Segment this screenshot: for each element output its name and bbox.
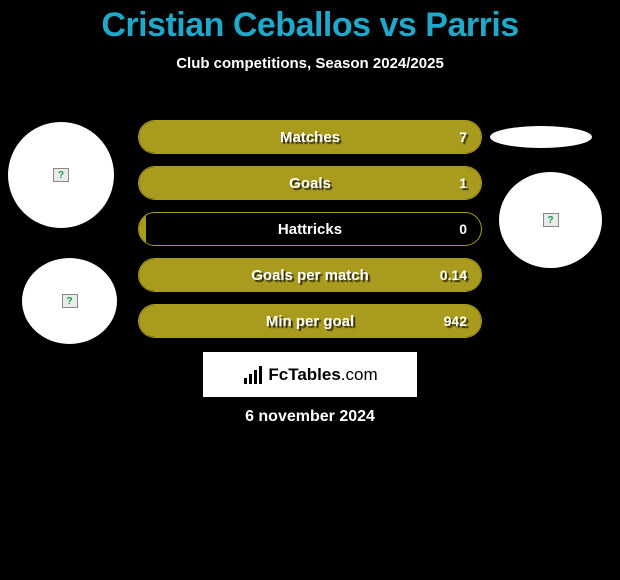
stat-value: 0.14 [440,267,467,283]
stat-value: 7 [459,129,467,145]
stat-value: 0 [459,221,467,237]
stat-value: 1 [459,175,467,191]
stat-label: Hattricks [139,221,481,238]
stat-row: Goals per match0.14 [138,258,482,292]
page-title: Cristian Ceballos vs Parris [0,0,620,45]
stat-value: 942 [444,313,467,329]
stat-row: Matches7 [138,120,482,154]
stat-row: Min per goal942 [138,304,482,338]
subtitle: Club competitions, Season 2024/2025 [0,55,620,72]
avatar-left-bottom [22,258,117,344]
brand-badge: FcTables.com [203,352,417,397]
brand-text: FcTables.com [268,365,377,385]
stats-table: Matches7Goals1Hattricks0Goals per match0… [138,120,482,350]
placeholder-icon [543,213,559,227]
date-label: 6 november 2024 [0,408,620,426]
stat-row: Goals1 [138,166,482,200]
stat-label: Matches [139,129,481,146]
stat-row: Hattricks0 [138,212,482,246]
stat-label: Min per goal [139,313,481,330]
stat-label: Goals [139,175,481,192]
avatar-right-middle [499,172,602,268]
brand-suffix: .com [341,365,378,385]
placeholder-icon [53,168,69,182]
stat-label: Goals per match [139,267,481,284]
brand-name: FcTables [268,365,340,385]
avatar-left-top [8,122,114,228]
placeholder-icon [62,294,78,308]
brand-chart-icon [242,366,264,384]
avatar-right-top [490,126,592,148]
